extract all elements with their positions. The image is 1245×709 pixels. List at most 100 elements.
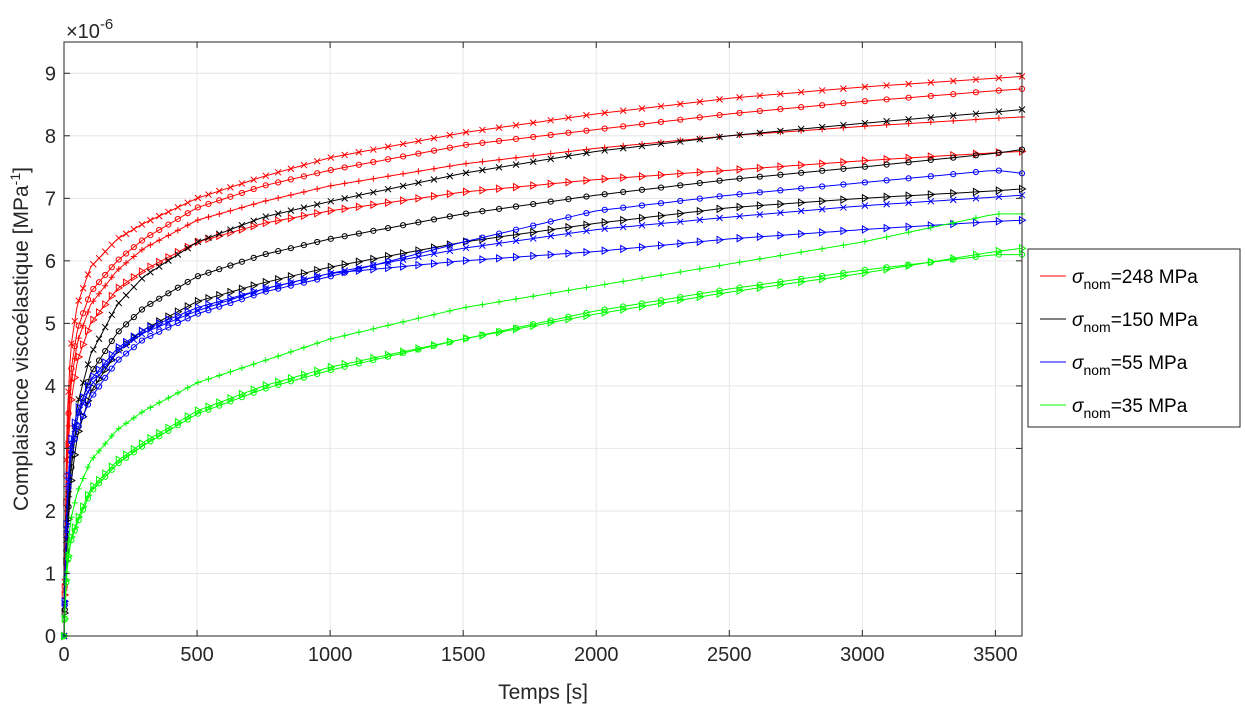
marker-cross [883,200,890,208]
marker-circle [115,328,122,335]
marker-circle [250,254,257,261]
marker-circle [400,153,407,160]
marker-triangle [972,187,981,197]
marker-triangle [123,278,131,288]
marker-circle [601,191,608,198]
marker-circle [138,237,146,244]
marker-circle [102,347,109,355]
marker-plus [287,348,294,355]
marker-circle [716,193,723,200]
marker-triangle [798,160,806,170]
marker-circle [216,266,223,273]
marker-plus [205,376,212,383]
marker-plus [102,282,109,289]
marker-triangle [861,193,870,203]
marker-cross [619,144,627,152]
marker-plus [950,219,957,226]
y-tick-label: 9 [45,63,56,85]
series-35-mpa-tri [61,243,1027,641]
marker-cross [384,185,392,193]
marker-triangle [400,196,408,205]
marker-triangle [194,303,203,312]
marker-plus [415,168,422,175]
marker-triangle [638,171,647,181]
marker-triangle [96,374,104,384]
marker-plus [547,290,554,297]
marker-circle [165,290,172,297]
marker-triangle [798,198,806,207]
marker-cross [696,216,704,224]
marker-triangle [314,366,322,376]
marker-triangle [300,268,309,278]
marker-circle [194,204,202,211]
marker-triangle [174,417,183,427]
legend-label: σnom=248 MPa [1072,267,1198,292]
marker-cross [68,340,75,347]
y-axis-label: Complaisance viscoélastique [MPa-1] [7,167,33,511]
marker-triangle [995,216,1004,226]
marker-circle [156,226,163,234]
marker-triangle [657,211,666,221]
marker-cross [122,230,130,238]
marker-cross [130,283,138,291]
marker-circle [80,310,87,317]
marker-circle [68,365,75,372]
marker-triangle [565,314,573,324]
marker-cross [384,143,392,151]
marker-triangle [716,166,725,176]
marker-triangle [513,230,521,240]
marker-triangle [547,225,556,235]
marker-plus [123,420,130,427]
marker-circle [547,198,554,205]
series-35-mpa-+ [61,210,1025,639]
marker-triangle [905,261,914,271]
marker-cross [495,239,503,247]
marker-plus [446,307,453,314]
marker-triangle [216,290,224,300]
marker-plus [355,329,362,336]
marker-triangle [96,308,104,317]
marker-plus [462,160,469,167]
marker-plus [905,120,912,127]
marker-circle [174,215,181,223]
marker-triangle [130,332,139,342]
marker-triangle [327,268,336,278]
marker-triangle [950,254,958,263]
marker-circle [227,193,234,200]
marker-cross [676,138,684,145]
marker-circle [530,222,537,229]
marker-triangle [115,455,124,465]
marker-circle [601,125,608,132]
marker-circle [75,423,82,430]
marker-circle [905,159,912,166]
marker-triangle [446,337,455,347]
marker-triangle [430,191,439,201]
marker-triangle [905,191,914,201]
marker-triangle [370,264,378,274]
marker-cross [262,172,270,180]
marker-cross [565,230,572,237]
marker-triangle [194,296,203,306]
marker-plus [96,290,103,297]
marker-triangle [130,444,139,454]
marker-cross [601,147,609,154]
marker-cross [430,134,438,142]
marker-circle [479,208,486,215]
marker-triangle [819,228,827,237]
marker-triangle [601,174,610,184]
marker-cross [619,107,627,115]
marker-circle [165,324,172,331]
marker-plus [972,215,979,222]
marker-circle [565,196,572,203]
marker-plus [80,475,87,482]
marker-cross [495,164,503,171]
marker-cross [174,251,182,258]
marker-cross [905,80,912,88]
marker-circle [819,167,826,174]
marker-cross [995,193,1003,201]
y-exponent-label: ×10-6 [66,16,113,43]
marker-cross [101,323,109,331]
marker-plus [227,368,234,375]
marker-circle [638,121,646,128]
marker-plus [513,154,520,161]
